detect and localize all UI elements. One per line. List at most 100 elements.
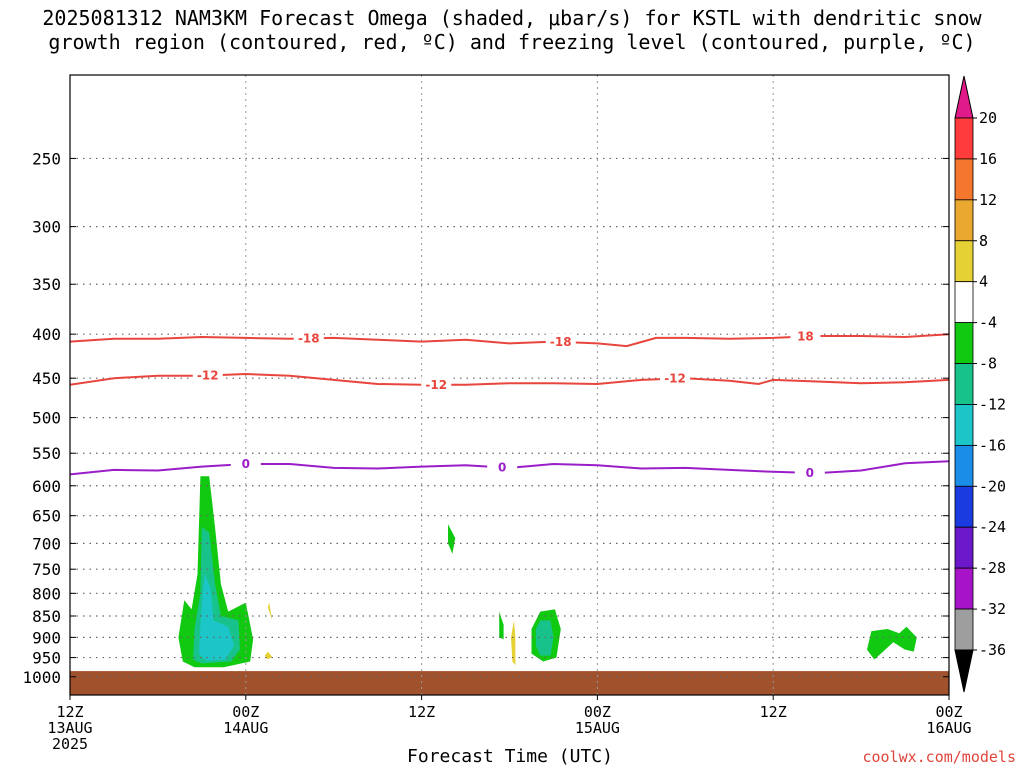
colorbar-label: 8 xyxy=(979,232,988,250)
y-tick-label: 700 xyxy=(32,534,61,553)
omega-region-13 xyxy=(499,611,504,640)
contour-label: 0 xyxy=(498,460,506,474)
omega-shading-layer xyxy=(178,165,917,672)
omega-region-9 xyxy=(423,633,435,644)
colorbar-box xyxy=(954,281,974,324)
colorbar-label: -36 xyxy=(979,641,1006,659)
colorbar-label: -28 xyxy=(979,559,1006,577)
y-tick-label: 800 xyxy=(32,584,61,603)
colorbar-box xyxy=(954,240,974,283)
contour-label: -18 xyxy=(298,331,320,345)
colorbar-label: 16 xyxy=(979,150,997,168)
colorbar-label: -32 xyxy=(979,600,1006,618)
contour-label: -12 xyxy=(197,368,219,382)
colorbar-box xyxy=(954,404,974,446)
contour-label: 0 xyxy=(806,466,814,480)
omega-region-7 xyxy=(267,602,273,621)
y-tick-label: 300 xyxy=(32,218,61,237)
colorbar-bottom-arrow xyxy=(954,649,974,693)
contour-label-bg xyxy=(230,455,261,472)
omega-region-10 xyxy=(448,524,456,554)
contour-label-bg xyxy=(192,367,223,384)
colorbar-box xyxy=(954,158,974,201)
colorbar-label: 4 xyxy=(979,273,988,291)
x-tick-label: 12Z xyxy=(408,703,435,721)
contour-layer: -18 -18 18 -12 -12 -12 0 0 0 xyxy=(69,328,950,481)
x-tick-label: 00Z xyxy=(935,703,962,721)
omega-region-17 xyxy=(723,629,733,648)
colorbar-box xyxy=(954,363,974,405)
x-tick-label: 00Z xyxy=(584,703,611,721)
contour-label: 0 xyxy=(242,457,250,471)
colorbar-box xyxy=(954,526,974,569)
colorbar-box xyxy=(954,567,974,610)
colorbar-box xyxy=(954,608,974,651)
x-tick-label: 14AUG xyxy=(223,719,268,737)
colorbar-box xyxy=(954,117,974,160)
credit-text: coolwx.com/models xyxy=(862,748,1016,766)
chart-title: 2025081312 NAM3KM Forecast Omega (shaded… xyxy=(0,6,1024,54)
omega-region-12 xyxy=(511,620,516,666)
x-tick-label: 15AUG xyxy=(575,719,620,737)
title-line-2: growth region (contoured, red, ºC) and f… xyxy=(48,30,976,54)
colorbar-top-arrow xyxy=(954,75,974,119)
y-tick-label: 500 xyxy=(32,409,61,428)
omega-region-18 xyxy=(867,626,917,660)
colorbar-label: -24 xyxy=(979,518,1006,536)
omega-region-15 xyxy=(535,620,554,656)
y-tick-label: 900 xyxy=(32,628,61,647)
omega-region-2 xyxy=(276,501,292,527)
x-tick-label: 16AUG xyxy=(926,719,971,737)
contour-label-bg xyxy=(545,333,576,350)
title-line-1: 2025081312 NAM3KM Forecast Omega (shaded… xyxy=(42,6,982,30)
colorbar-label: 12 xyxy=(979,191,997,209)
omega-region-1 xyxy=(288,432,293,450)
colorbar-box xyxy=(954,444,974,487)
omega-region-8 xyxy=(264,651,273,660)
y-tick-label: 850 xyxy=(32,607,61,626)
x-axis-label: Forecast Time (UTC) xyxy=(407,746,613,767)
y-tick-label: 550 xyxy=(32,444,61,463)
omega-region-5 xyxy=(198,574,235,661)
contour-label: -12 xyxy=(425,378,447,392)
x-tick-label: 2025 xyxy=(52,735,88,753)
omega-region-0 xyxy=(201,165,213,335)
y-tick-label: 400 xyxy=(32,325,61,344)
ground-surface xyxy=(70,671,949,695)
ground-layer xyxy=(70,671,949,695)
colorbar-box xyxy=(954,485,974,528)
colorbar-label: 20 xyxy=(979,109,997,127)
contour-label: -12 xyxy=(664,372,686,386)
colorbar-label: -12 xyxy=(979,395,1006,413)
y-tick-label: 250 xyxy=(32,149,61,168)
contour-label-bg xyxy=(660,370,691,387)
x-tick-label: 13AUG xyxy=(47,719,92,737)
y-tick-label: 750 xyxy=(32,560,61,579)
y-tick-label: 950 xyxy=(32,649,61,668)
colorbar-label: -4 xyxy=(979,314,997,332)
plot-frame xyxy=(69,74,950,696)
y-tick-label: 350 xyxy=(32,275,61,294)
colorbar-label: -8 xyxy=(979,355,997,373)
colorbar-label: -20 xyxy=(979,477,1006,495)
y-tick-label: 1000 xyxy=(22,668,61,687)
colorbar-label: -16 xyxy=(979,436,1006,454)
contour-label-bg xyxy=(794,464,825,481)
x-tick-label: 12Z xyxy=(760,703,787,721)
y-tick-label: 600 xyxy=(32,477,61,496)
colorbar: 20 16 12 8 4 -4 -8 -12 -16 -20 -24 -28 -32 -36 xyxy=(954,75,1006,693)
y-tick-label: 450 xyxy=(32,369,61,388)
x-tick-label: 00Z xyxy=(232,703,259,721)
contour-label-bg xyxy=(293,330,324,347)
colorbar-box xyxy=(954,322,974,364)
contour-label-bg xyxy=(790,328,821,345)
x-tick-label: 12Z xyxy=(56,703,83,721)
contour-label: -18 xyxy=(550,335,572,349)
omega-region-16 xyxy=(553,581,567,621)
contour-label-bg xyxy=(487,459,518,476)
colorbar-box xyxy=(954,199,974,242)
y-axis-ticks: 250 300 350 400 450 500 550 600 650 700 750 800 850 9… xyxy=(22,149,949,687)
contour--12 xyxy=(69,372,950,386)
